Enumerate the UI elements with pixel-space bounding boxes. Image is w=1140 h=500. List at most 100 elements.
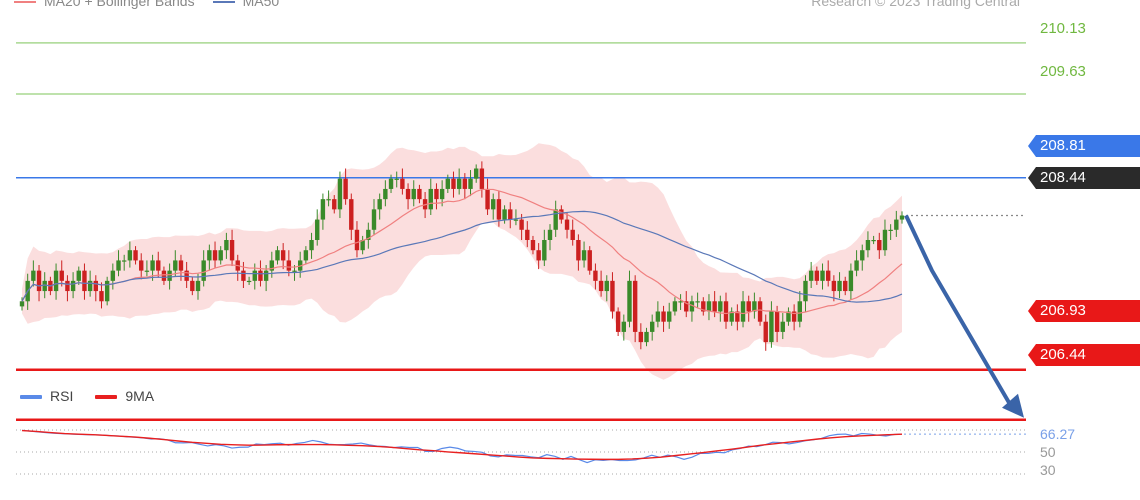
candle-body [667, 311, 672, 322]
candle-body [337, 178, 343, 210]
candle-body [224, 240, 229, 251]
candle-body [76, 270, 81, 281]
candle-body [360, 240, 365, 251]
candle-body [451, 178, 456, 189]
candle-body [127, 250, 133, 261]
candle-body [292, 270, 297, 272]
candle-body [428, 188, 433, 210]
candle-body [263, 270, 269, 281]
candle-body [740, 301, 746, 322]
rsi-line [21, 429, 903, 464]
candle-body [860, 250, 865, 261]
candle-body [564, 219, 570, 230]
candle-body [59, 270, 64, 281]
candle-body [649, 321, 655, 332]
candle-body [371, 209, 377, 230]
candle-body [570, 229, 575, 240]
legend-ma20-bb: MA20 + Bollinger Bands [14, 0, 195, 9]
candle-body [394, 178, 399, 180]
candle-body [332, 199, 337, 210]
candle-body [252, 270, 257, 281]
candle-body [275, 250, 280, 261]
candle-body [644, 331, 649, 343]
candle-body [434, 188, 439, 200]
candle-body [888, 229, 893, 231]
candle-body [42, 280, 47, 292]
candle-body [701, 301, 706, 312]
candle-body [598, 280, 604, 292]
candle-body [877, 240, 882, 251]
candle-body [712, 301, 717, 312]
candle-body [530, 240, 536, 251]
ma50-line [21, 210, 903, 303]
candle-body [553, 209, 558, 230]
bollinger-bands [22, 143, 902, 380]
candle-body [746, 301, 751, 312]
candle-body [53, 270, 59, 292]
candle-body [837, 280, 842, 292]
ma20-line [21, 188, 903, 315]
candle-body [144, 270, 150, 272]
candle-body [218, 250, 223, 261]
candle-body [638, 331, 644, 343]
candle-body [621, 321, 627, 332]
candle-body [825, 270, 831, 281]
candle-body [735, 311, 740, 322]
level-tag-s2: 206.44 [1028, 344, 1140, 366]
candle-body [786, 311, 791, 322]
candle-body [411, 188, 416, 200]
candle-body [388, 178, 394, 189]
candle-body [87, 280, 93, 292]
candle-body [93, 280, 99, 292]
candle-body [184, 270, 189, 281]
candle-body [576, 240, 581, 261]
forecast-arrowhead [1002, 393, 1024, 418]
candle-body [632, 280, 638, 332]
candle-body [400, 178, 405, 189]
candle-body [899, 215, 905, 220]
legend-9ma: 9MA [95, 388, 154, 404]
candle-body [854, 260, 859, 271]
candle-body [814, 270, 820, 281]
candle-body [525, 229, 530, 240]
candle-body [121, 260, 127, 262]
level-tag-s1: 206.93 [1028, 300, 1140, 322]
candle-body [729, 311, 734, 322]
candle-body [417, 188, 422, 200]
rsi-tick-50: 50 [1040, 444, 1056, 460]
candle-body [797, 301, 803, 322]
candle-body [502, 209, 507, 220]
candle-body [36, 270, 42, 292]
candle-body [871, 240, 876, 242]
candle-body [326, 199, 331, 201]
legend-rsi: RSI [20, 388, 73, 404]
candle-body [190, 280, 195, 292]
candle-body [241, 270, 246, 281]
candle-body [212, 250, 218, 261]
rsi-value-label: 66.27 [1040, 426, 1076, 442]
candle-body [315, 219, 320, 240]
candle-body [280, 250, 286, 261]
candle-body [167, 270, 172, 281]
candle-body [672, 301, 678, 312]
candle-body [774, 311, 780, 332]
candle-body [496, 199, 502, 220]
candle-body [468, 178, 473, 189]
candle-body [894, 219, 899, 230]
candle-body [519, 219, 524, 230]
candle-body [559, 209, 564, 220]
level-label-r2: 209.63 [1040, 63, 1086, 80]
candle-body [201, 260, 206, 281]
candle-body [383, 188, 388, 200]
candle-body [462, 178, 468, 189]
candle-body [763, 321, 768, 343]
candle-body [161, 270, 167, 281]
candle-body [820, 270, 825, 281]
candle-body [65, 280, 70, 292]
candle-body [542, 240, 547, 261]
candle-body [70, 280, 76, 292]
chart-legend: MA20 + Bollinger Bands MA50 [14, 0, 279, 9]
candle-body [723, 301, 729, 322]
legend-ma50: MA50 [212, 0, 279, 9]
candle-body [718, 301, 723, 312]
